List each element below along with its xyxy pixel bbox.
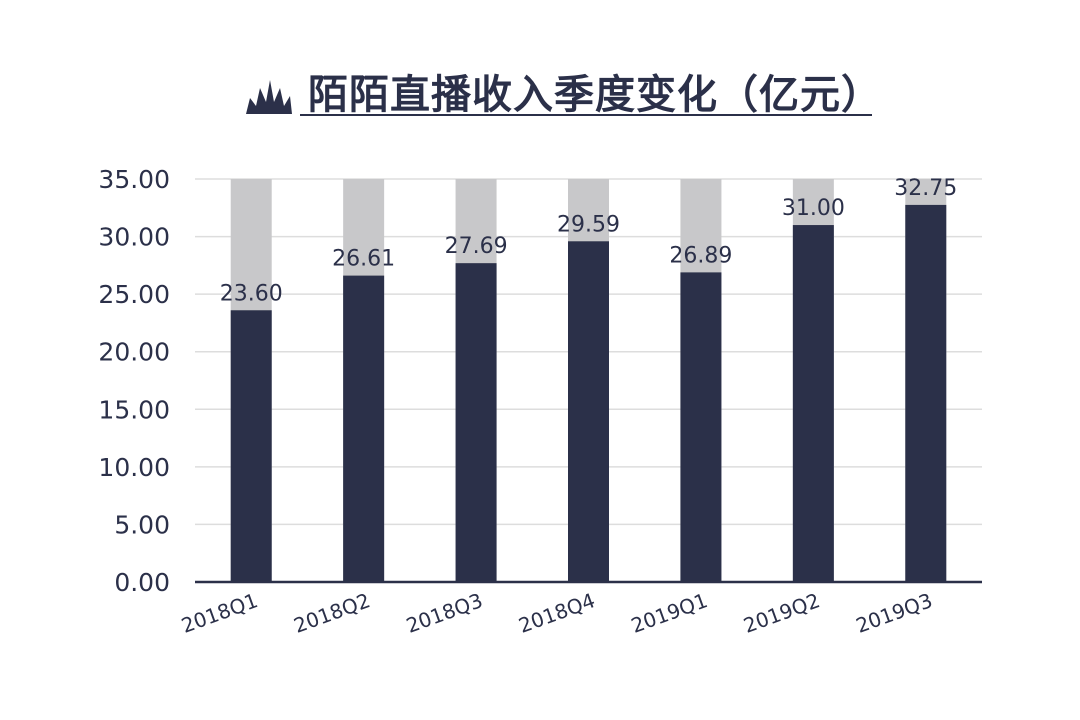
x-tick-label: 2018Q4 <box>515 588 598 638</box>
data-label: 26.89 <box>669 243 732 268</box>
x-tick-label: 2019Q3 <box>853 588 936 638</box>
y-tick-label: 25.00 <box>98 280 170 309</box>
bar <box>680 272 722 582</box>
x-tick-label: 2018Q2 <box>291 588 374 638</box>
chart-title-block: 陌陌直播收入季度变化（亿元） <box>244 58 881 118</box>
data-label: 31.00 <box>782 196 845 221</box>
y-tick-label: 0.00 <box>114 568 170 597</box>
y-tick-label: 5.00 <box>114 510 170 539</box>
title-underline <box>300 114 872 116</box>
bar <box>905 204 947 582</box>
bar <box>343 275 385 582</box>
y-tick-label: 10.00 <box>98 453 170 482</box>
data-label: 26.61 <box>332 247 395 272</box>
bar <box>568 241 609 582</box>
y-tick-label: 30.00 <box>98 223 170 252</box>
data-label: 32.75 <box>894 176 957 201</box>
data-label: 23.60 <box>220 281 283 306</box>
bar <box>455 263 497 582</box>
y-tick-label: 15.00 <box>98 395 170 424</box>
bar <box>792 225 834 583</box>
data-label: 29.59 <box>557 212 620 237</box>
chart-title: 陌陌直播收入季度变化（亿元） <box>308 72 882 118</box>
y-tick-label: 35.00 <box>98 165 170 194</box>
y-tick-label: 20.00 <box>98 338 170 367</box>
x-tick-label: 2019Q2 <box>740 588 823 638</box>
x-tick-label: 2018Q3 <box>403 588 486 638</box>
bar <box>230 310 272 582</box>
x-tick-label: 2018Q1 <box>178 588 261 638</box>
x-tick-label: 2019Q1 <box>628 588 711 638</box>
crown-logo-icon <box>246 80 292 114</box>
data-label: 27.69 <box>445 234 508 259</box>
